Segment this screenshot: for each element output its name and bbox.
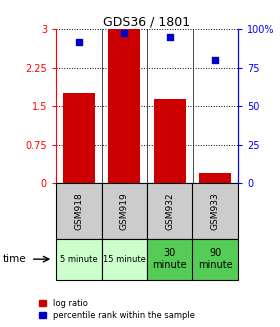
Bar [108, 29, 140, 183]
Legend: log ratio, percentile rank within the sample: log ratio, percentile rank within the sa… [38, 297, 197, 321]
Bar [147, 183, 193, 239]
Bar [154, 99, 186, 183]
Bar [101, 239, 147, 280]
Bar [192, 239, 238, 280]
Bar [147, 239, 193, 280]
Bar [192, 183, 238, 239]
Text: GSM932: GSM932 [165, 192, 174, 230]
Point [167, 35, 172, 40]
Text: 5 minute: 5 minute [60, 255, 97, 264]
Point [122, 30, 127, 35]
Text: time: time [3, 254, 26, 264]
Point [76, 39, 81, 44]
Text: GSM919: GSM919 [120, 192, 129, 230]
Text: 90
minute: 90 minute [198, 248, 233, 270]
Text: GSM918: GSM918 [74, 192, 83, 230]
Bar [63, 94, 95, 183]
Text: 30
minute: 30 minute [152, 248, 187, 270]
Bar [199, 173, 231, 183]
Bar [56, 183, 101, 239]
Title: GDS36 / 1801: GDS36 / 1801 [103, 15, 191, 28]
Bar [56, 239, 101, 280]
Point [213, 58, 218, 63]
Text: GSM933: GSM933 [211, 192, 220, 230]
Text: 15 minute: 15 minute [103, 255, 146, 264]
Bar [101, 183, 147, 239]
